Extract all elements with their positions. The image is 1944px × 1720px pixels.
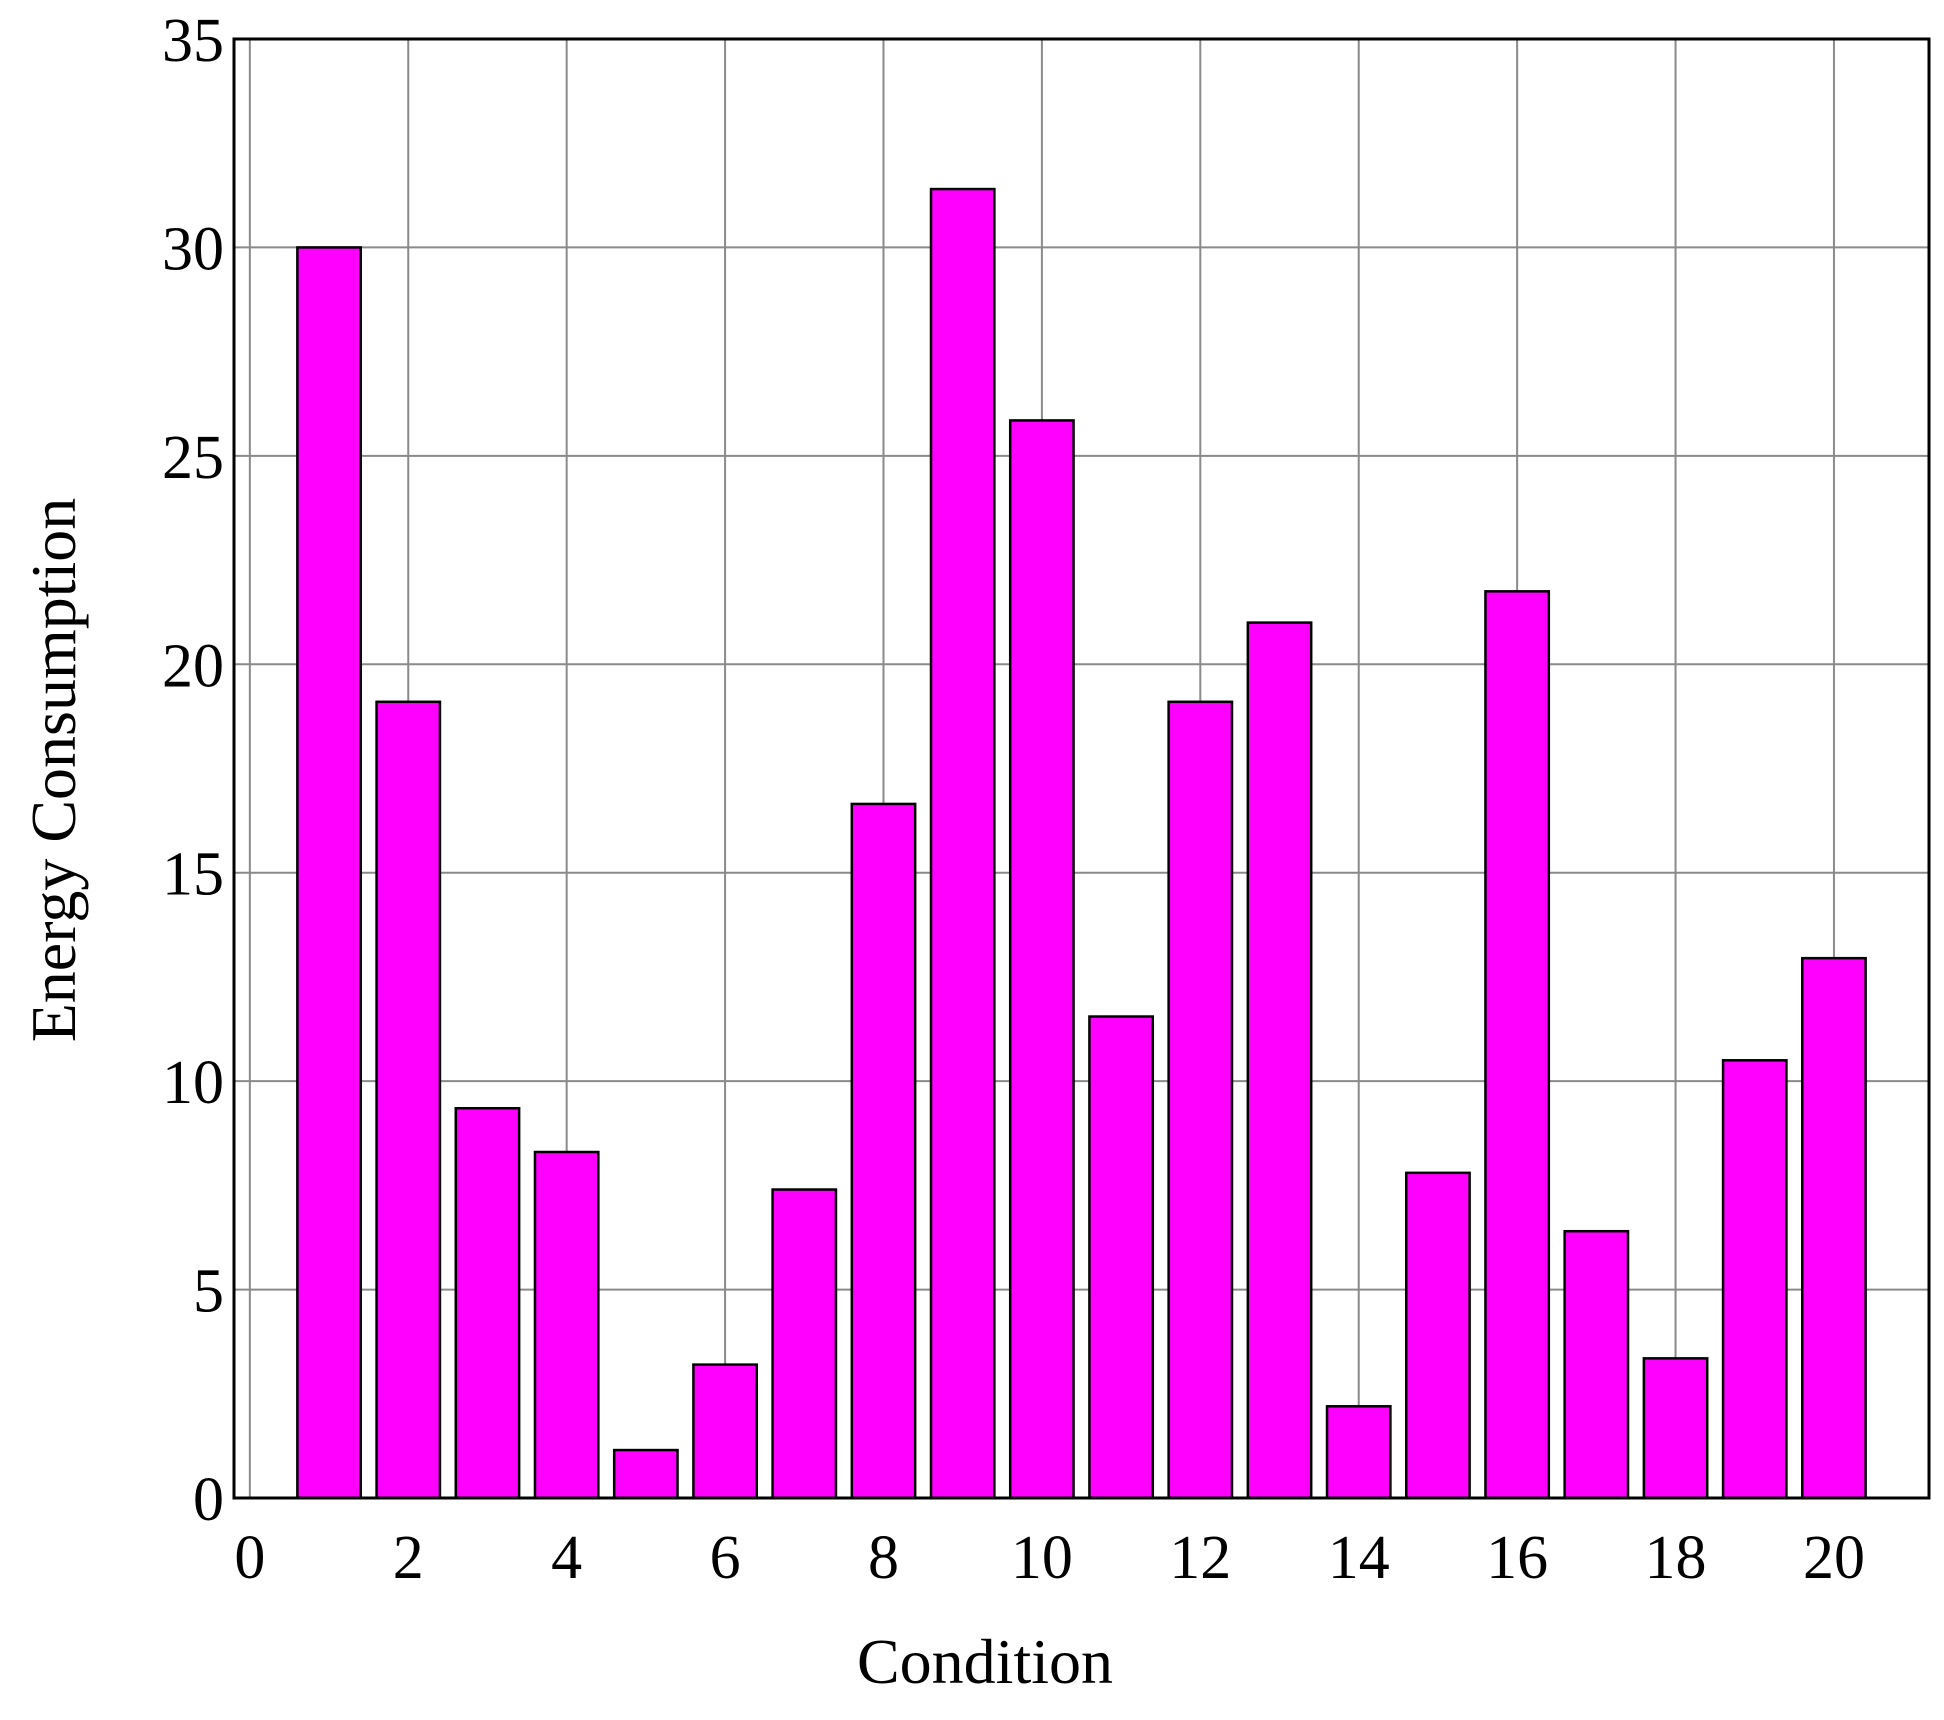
- x-tick-label: 6: [710, 1524, 741, 1592]
- x-tick-label: 16: [1486, 1524, 1548, 1592]
- bar: [296, 246, 362, 1500]
- x-tick-label: 18: [1645, 1524, 1707, 1592]
- bar: [771, 1188, 838, 1500]
- x-tick-label: 0: [234, 1524, 265, 1592]
- x-axis-label: Condition: [857, 1626, 1113, 1697]
- x-tick-label: 8: [868, 1524, 899, 1592]
- bar: [929, 187, 996, 1500]
- bar: [1088, 1015, 1155, 1500]
- plot-frame: [232, 37, 1931, 1500]
- x-tick-label: 2: [393, 1524, 424, 1592]
- x-tick-label: 14: [1328, 1524, 1390, 1592]
- bar: [1167, 700, 1234, 1500]
- bar: [1563, 1229, 1630, 1500]
- x-tick-label: 10: [1011, 1524, 1073, 1592]
- x-tick-label: 20: [1803, 1524, 1865, 1592]
- bar: [1404, 1171, 1471, 1500]
- y-tick-label: 5: [193, 1258, 224, 1326]
- bar: [533, 1150, 600, 1500]
- bar: [1801, 956, 1867, 1500]
- y-tick-label: 10: [162, 1049, 224, 1117]
- bar: [1246, 621, 1313, 1500]
- y-tick-label: 20: [162, 632, 224, 700]
- y-axis-label: Energy Consumption: [18, 498, 89, 1043]
- bar: [1642, 1357, 1709, 1500]
- bar: [692, 1363, 759, 1500]
- y-tick-label: 30: [162, 215, 224, 283]
- bar: [850, 802, 917, 1500]
- y-tick-label: 0: [193, 1466, 224, 1534]
- bar: [454, 1106, 521, 1500]
- x-tick-label: 12: [1169, 1524, 1231, 1592]
- bar: [1008, 419, 1075, 1500]
- x-tick-label: 4: [551, 1524, 582, 1592]
- bar: [612, 1448, 679, 1500]
- y-tick-label: 35: [162, 7, 224, 75]
- y-tick-label: 15: [162, 841, 224, 909]
- bar: [1484, 590, 1551, 1500]
- bar: [1721, 1059, 1788, 1500]
- bar: [375, 700, 442, 1500]
- bar: [1325, 1405, 1392, 1500]
- y-tick-label: 25: [162, 424, 224, 492]
